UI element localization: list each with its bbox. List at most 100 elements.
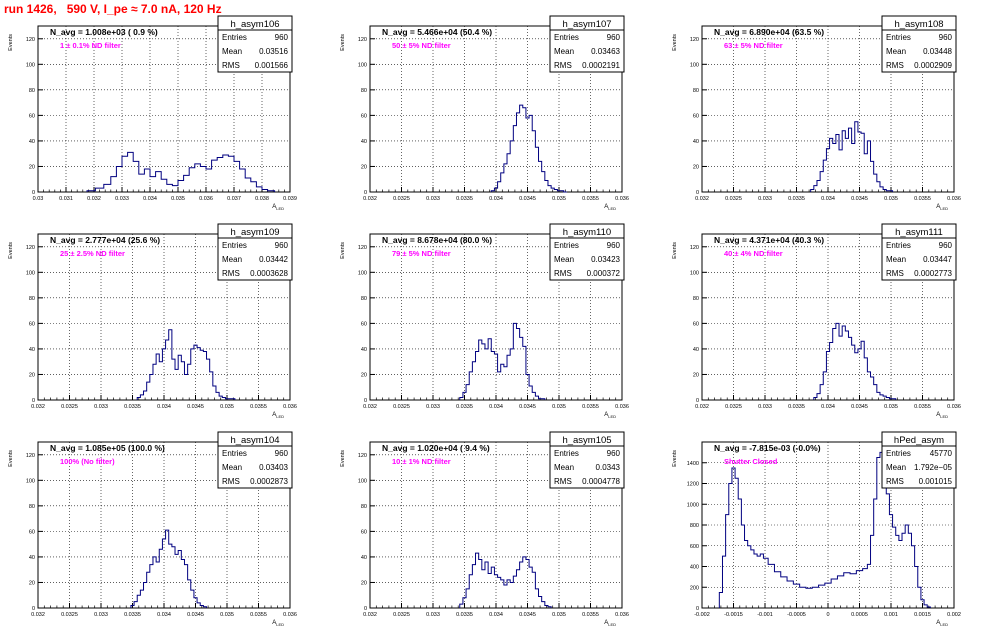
nav-header: N_avg = 1.008e+03 ( 0.9 %) [50, 27, 158, 37]
x-tick-label: 0.033 [426, 404, 440, 410]
x-tick-label: 0.033 [94, 404, 108, 410]
stats-label: Mean [886, 463, 906, 472]
y-tick-label: 0 [364, 398, 367, 404]
y-tick-label: 20 [29, 580, 35, 586]
histogram-series [459, 552, 552, 608]
plot-frame [37, 25, 291, 193]
x-tick-label: 0.0345 [187, 404, 204, 410]
y-tick-label: 80 [361, 504, 367, 510]
y-axis-label: Events [340, 450, 346, 467]
stats-value: 0.03403 [259, 463, 288, 472]
x-tick-label: 0.0345 [187, 612, 204, 618]
x-tick-label: 0.0355 [914, 404, 931, 410]
y-tick-label: 60 [693, 113, 699, 119]
x-tick-label: 0.033 [426, 612, 440, 618]
y-tick-label: 80 [693, 296, 699, 302]
x-tick-label: 0.0355 [250, 612, 267, 618]
stats-value: 0.0002773 [914, 269, 952, 278]
stats-value: 0.001015 [919, 477, 953, 486]
stats-label: Entries [886, 33, 911, 42]
x-tick-label: 0.033 [94, 612, 108, 618]
x-tick-label: 0.0345 [519, 612, 536, 618]
y-tick-label: 40 [693, 347, 699, 353]
stats-value: 960 [607, 449, 621, 458]
stats-label: Mean [554, 47, 574, 56]
y-tick-label: 40 [361, 347, 367, 353]
stats-value: 960 [607, 241, 621, 250]
stats-label: RMS [554, 269, 572, 278]
x-tick-label: 0.036 [615, 196, 629, 202]
x-tick-label: 0.0345 [519, 196, 536, 202]
filter-note: 63 ± 5% ND filter [724, 41, 783, 50]
x-tick-label: 0.033 [758, 404, 772, 410]
stats-value: 45770 [930, 449, 953, 458]
stats-value: 960 [607, 33, 621, 42]
y-tick-label: 0 [364, 606, 367, 612]
y-tick-label: 40 [29, 139, 35, 145]
stats-value: 0.0003628 [250, 269, 288, 278]
stats-label: RMS [554, 61, 572, 70]
x-tick-label: 0.0355 [250, 404, 267, 410]
page-title: run 1426, 590 V, I_pe ≈ 7.0 nA, 120 Hz [4, 2, 222, 16]
x-tick-label: 0.037 [227, 196, 241, 202]
y-tick-label: 120 [26, 453, 35, 459]
stats-value: 0.0002909 [914, 61, 952, 70]
x-tick-label: 0.032 [31, 404, 45, 410]
y-tick-label: 120 [690, 37, 699, 43]
x-axis-label: ALED [272, 412, 284, 419]
y-tick-label: 100 [26, 62, 35, 68]
x-tick-label: 0.035 [884, 404, 898, 410]
x-tick-label: 0.0335 [124, 612, 141, 618]
stats-value: 0.03448 [923, 47, 952, 56]
stats-value: 0.03463 [591, 47, 620, 56]
y-tick-label: 0 [696, 398, 699, 404]
histogram-series [86, 151, 276, 192]
x-tick-label: 0.034 [489, 612, 503, 618]
nav-header: N_avg = 1.020e+04 ( 9.4 %) [382, 443, 490, 453]
stats-label: Mean [222, 47, 242, 56]
stats-label: Entries [222, 241, 247, 250]
x-tick-label: 0.0355 [582, 404, 599, 410]
y-tick-label: 20 [361, 580, 367, 586]
stats-label: Entries [886, 241, 911, 250]
y-tick-label: 20 [361, 164, 367, 170]
stats-value: 960 [939, 33, 953, 42]
stats-label: RMS [886, 61, 904, 70]
y-tick-label: 80 [29, 296, 35, 302]
x-tick-label: 0.002 [947, 612, 961, 618]
x-axis-label: ALED [604, 620, 616, 627]
y-tick-label: 60 [361, 113, 367, 119]
filter-note: 25 ± 2.5% ND filter [60, 249, 125, 258]
histogram-series [130, 529, 208, 608]
stats-value: 1.792e−05 [914, 463, 953, 472]
y-tick-label: 0 [696, 190, 699, 196]
x-tick-label: 0.0345 [519, 404, 536, 410]
x-tick-label: 0.031 [59, 196, 73, 202]
stats-label: Entries [554, 33, 579, 42]
stats-value: 960 [275, 449, 289, 458]
y-tick-label: 20 [693, 372, 699, 378]
y-tick-label: 100 [358, 62, 367, 68]
x-tick-label: 0.0325 [393, 612, 410, 618]
y-axis-label: Events [340, 242, 346, 259]
x-tick-label: 0.033 [115, 196, 129, 202]
x-tick-label: 0.032 [363, 612, 377, 618]
stats-label: RMS [222, 269, 240, 278]
y-tick-label: 80 [29, 504, 35, 510]
x-tick-label: 0.0325 [725, 196, 742, 202]
x-tick-label: -0.002 [694, 612, 710, 618]
nav-header: N_avg = 5.466e+04 (50.4 %) [382, 27, 492, 37]
stats-box [881, 15, 957, 73]
stats-value: 0.0004778 [582, 477, 620, 486]
x-axis-label: ALED [936, 204, 948, 211]
x-tick-label: 0.036 [283, 612, 297, 618]
stats-value: 0.001566 [255, 61, 289, 70]
y-axis-label: Events [8, 450, 14, 467]
x-tick-label: 0.0345 [851, 404, 868, 410]
y-tick-label: 100 [26, 478, 35, 484]
x-axis-label: ALED [604, 412, 616, 419]
histogram-series [459, 322, 546, 400]
filter-note: 1 ± 0.1% ND filter [60, 41, 121, 50]
nav-header: N_avg = 1.085e+05 (100.0 %) [50, 443, 165, 453]
y-axis-label: Events [340, 34, 346, 51]
